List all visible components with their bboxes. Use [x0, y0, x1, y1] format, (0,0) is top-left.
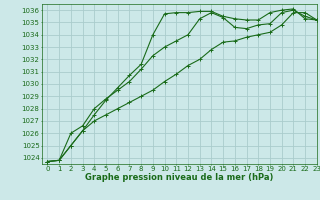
X-axis label: Graphe pression niveau de la mer (hPa): Graphe pression niveau de la mer (hPa): [85, 173, 273, 182]
